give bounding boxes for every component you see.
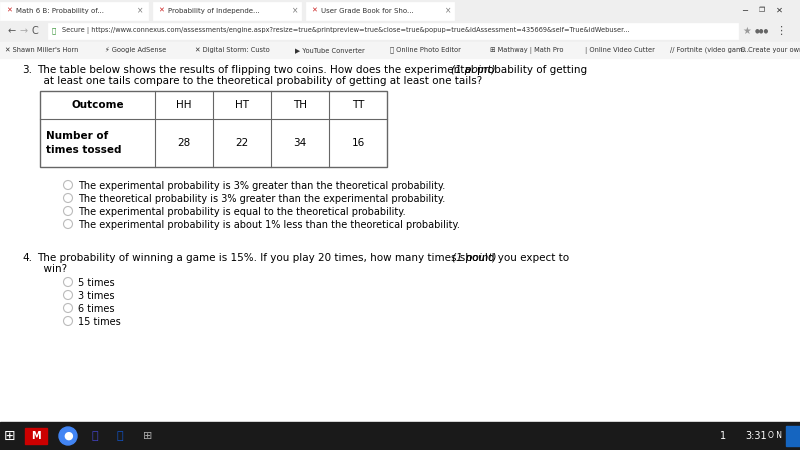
Text: 4.: 4. bbox=[22, 253, 32, 263]
Text: ★: ★ bbox=[742, 26, 750, 36]
Bar bbox=[306, 2, 454, 20]
Bar bbox=[786, 426, 800, 446]
Text: ❐: ❐ bbox=[759, 7, 765, 13]
Text: win?: win? bbox=[37, 264, 67, 274]
Bar bbox=[0, 0, 800, 20]
Text: // Fortnite (video gam...: // Fortnite (video gam... bbox=[670, 47, 749, 53]
Text: O N: O N bbox=[768, 432, 782, 441]
Text: 🌐 Online Photo Editor: 🌐 Online Photo Editor bbox=[390, 47, 461, 53]
Text: ⊞: ⊞ bbox=[143, 431, 153, 441]
Bar bbox=[0, 422, 800, 450]
Text: TH: TH bbox=[293, 100, 307, 110]
Text: 15 times: 15 times bbox=[78, 317, 121, 327]
Text: at least one tails compare to the theoretical probability of getting at least on: at least one tails compare to the theore… bbox=[37, 76, 482, 86]
Text: M: M bbox=[31, 431, 41, 441]
Text: ✕ Shawn Miller's Horn: ✕ Shawn Miller's Horn bbox=[5, 47, 78, 53]
Text: TT: TT bbox=[352, 100, 364, 110]
Text: 🔒: 🔒 bbox=[52, 28, 56, 34]
Text: The table below shows the results of flipping two coins. How does the experiment: The table below shows the results of fli… bbox=[37, 65, 587, 75]
Text: 📘: 📘 bbox=[117, 431, 123, 441]
Text: The experimental probability is 3% greater than the theoretical probability.: The experimental probability is 3% great… bbox=[78, 181, 446, 191]
Text: 28: 28 bbox=[178, 138, 190, 148]
Text: 6 times: 6 times bbox=[78, 304, 114, 314]
Text: 5 times: 5 times bbox=[78, 278, 114, 288]
Text: (1 point): (1 point) bbox=[451, 65, 495, 75]
Text: 34: 34 bbox=[294, 138, 306, 148]
Bar bbox=[0, 42, 800, 58]
Text: Probability of Independe...: Probability of Independe... bbox=[168, 8, 260, 14]
Bar bbox=[153, 2, 301, 20]
Text: ×: × bbox=[445, 6, 451, 15]
Text: 16: 16 bbox=[351, 138, 365, 148]
Text: ←: ← bbox=[8, 26, 16, 36]
Text: 1: 1 bbox=[720, 431, 726, 441]
Text: 📄: 📄 bbox=[92, 431, 98, 441]
Text: ×: × bbox=[292, 6, 298, 15]
Text: HH: HH bbox=[176, 100, 192, 110]
Text: ⋮: ⋮ bbox=[775, 26, 786, 36]
Text: ✕ Digital Storm: Custo: ✕ Digital Storm: Custo bbox=[195, 47, 270, 53]
Text: →: → bbox=[20, 26, 28, 36]
Text: Secure | https://www.connexus.com/assessments/engine.aspx?resize=true&printprevi: Secure | https://www.connexus.com/assess… bbox=[62, 27, 630, 35]
Text: User Grade Book for Sho...: User Grade Book for Sho... bbox=[321, 8, 414, 14]
Text: ⚡ Google AdSense: ⚡ Google AdSense bbox=[105, 47, 166, 53]
Text: 3 times: 3 times bbox=[78, 291, 114, 301]
Text: Number of
times tossed: Number of times tossed bbox=[46, 131, 122, 155]
Text: The theoretical probability is 3% greater than the experimental probability.: The theoretical probability is 3% greate… bbox=[78, 194, 446, 204]
Text: 3.: 3. bbox=[22, 65, 32, 75]
Circle shape bbox=[59, 427, 77, 445]
Bar bbox=[25, 428, 47, 444]
Text: ⚙ Create your own | Sp...: ⚙ Create your own | Sp... bbox=[740, 46, 800, 54]
Text: ✕: ✕ bbox=[158, 8, 164, 14]
Text: ▶ YouTube Converter: ▶ YouTube Converter bbox=[295, 47, 365, 53]
Text: The probability of winning a game is 15%. If you play 20 times, how many times s: The probability of winning a game is 15%… bbox=[37, 253, 569, 263]
Text: ✕: ✕ bbox=[6, 8, 12, 14]
Text: Outcome: Outcome bbox=[71, 100, 124, 110]
Text: ✕: ✕ bbox=[311, 8, 317, 14]
Bar bbox=[40, 91, 387, 167]
Text: Math 6 B: Probability of...: Math 6 B: Probability of... bbox=[16, 8, 104, 14]
Text: ⊞: ⊞ bbox=[4, 429, 16, 443]
Bar bbox=[0, 2, 148, 20]
Text: ×: × bbox=[137, 6, 143, 15]
Text: HT: HT bbox=[235, 100, 249, 110]
Text: ●●●: ●●● bbox=[755, 28, 770, 33]
Text: 3:31: 3:31 bbox=[745, 431, 766, 441]
Text: ●: ● bbox=[63, 431, 73, 441]
Text: C: C bbox=[32, 26, 38, 36]
Text: (1 point): (1 point) bbox=[452, 253, 497, 263]
Text: 22: 22 bbox=[235, 138, 249, 148]
Text: ─: ─ bbox=[742, 5, 747, 14]
Text: The experimental probability is about 1% less than the theoretical probability.: The experimental probability is about 1%… bbox=[78, 220, 460, 230]
Text: ⊞ Mathway | Math Pro: ⊞ Mathway | Math Pro bbox=[490, 46, 563, 54]
Text: ✕: ✕ bbox=[775, 5, 782, 14]
Text: The experimental probability is equal to the theoretical probability.: The experimental probability is equal to… bbox=[78, 207, 406, 217]
Text: | Online Video Cutter: | Online Video Cutter bbox=[585, 46, 655, 54]
Bar bbox=[48, 23, 738, 39]
Bar bbox=[0, 20, 800, 42]
